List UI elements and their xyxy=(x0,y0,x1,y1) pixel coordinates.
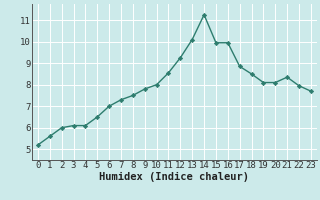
X-axis label: Humidex (Indice chaleur): Humidex (Indice chaleur) xyxy=(100,172,249,182)
